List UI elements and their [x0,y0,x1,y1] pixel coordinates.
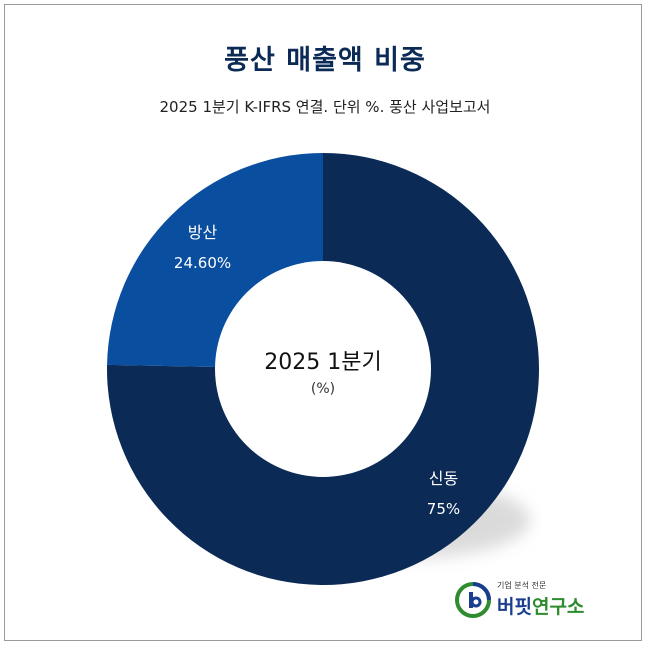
chart-subtitle: 2025 1분기 K-IFRS 연결. 단위 %. 풍산 사업보고서 [159,98,491,116]
logo-mark-icon [455,582,491,618]
slice-name-label-0: 신동 [429,469,458,488]
donut-hole [215,261,431,477]
logo-name-part1: 버핏 [497,596,532,618]
slice-value-label-0: 75% [427,500,460,518]
logo-tagline: 기업 분석 전문 [497,581,547,590]
slice-value-label-1: 24.60% [174,254,231,272]
center-label: 2025 1분기 [264,350,381,375]
chart-title: 풍산 매출액 비중 [224,45,426,76]
logo-name: 버핏연구소 [497,592,584,619]
logo-name-part2: 연구소 [531,596,585,618]
logo: 기업 분석 전문 버핏연구소 [455,578,615,622]
center-unit: (%) [311,381,335,397]
slice-name-label-1: 방산 [188,223,218,242]
